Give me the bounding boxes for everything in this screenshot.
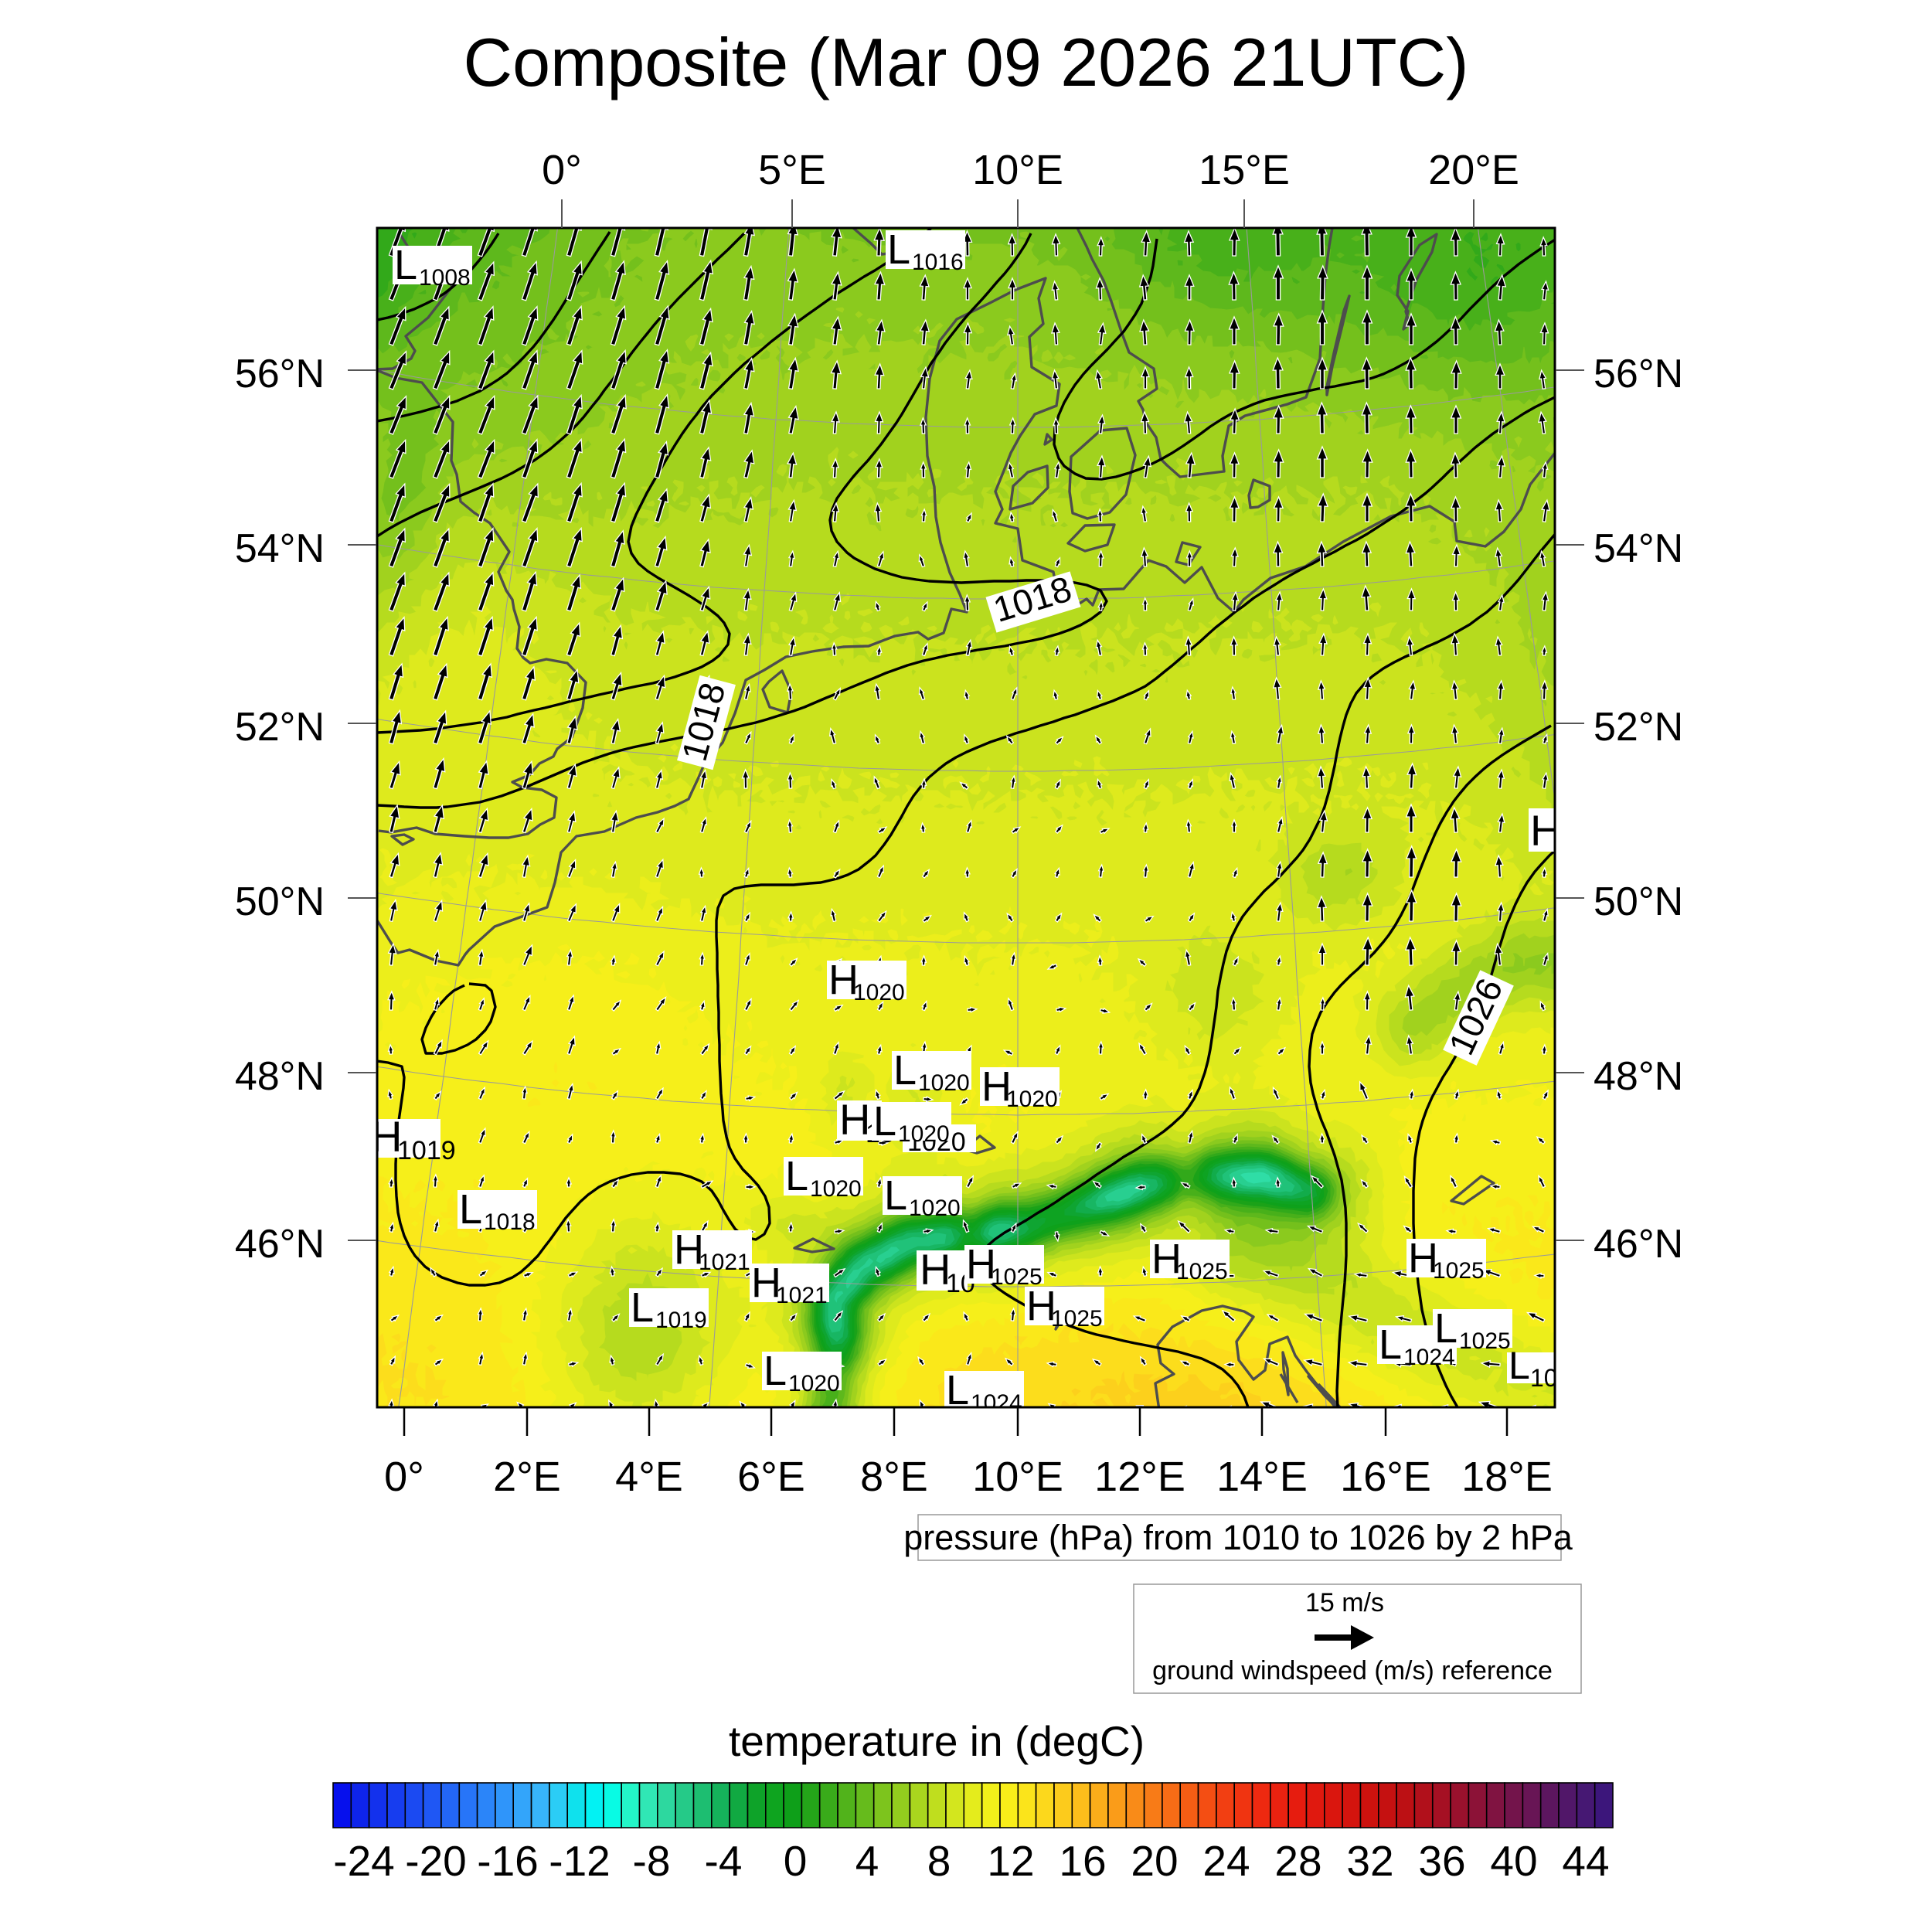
svg-text:28: 28 — [1274, 1837, 1321, 1885]
svg-text:16°E: 16°E — [1340, 1454, 1431, 1500]
svg-text:1020: 1020 — [788, 1371, 840, 1396]
svg-text:20: 20 — [1131, 1837, 1178, 1885]
svg-text:20°E: 20°E — [1428, 147, 1519, 193]
svg-text:1008: 1008 — [419, 265, 471, 291]
svg-text:18°E: 18°E — [1461, 1454, 1553, 1500]
svg-text:-24: -24 — [333, 1837, 395, 1885]
svg-text:10°E: 10°E — [972, 147, 1063, 193]
svg-text:48°N: 48°N — [1594, 1054, 1683, 1099]
svg-text:1020: 1020 — [1006, 1087, 1058, 1112]
svg-text:1024: 1024 — [1403, 1345, 1455, 1370]
svg-text:36: 36 — [1418, 1837, 1465, 1885]
svg-text:H: H — [981, 1063, 1012, 1110]
svg-text:H: H — [1151, 1236, 1182, 1282]
svg-text:56°N: 56°N — [235, 352, 325, 396]
svg-text:12°E: 12°E — [1094, 1454, 1185, 1500]
svg-text:L: L — [887, 226, 910, 273]
svg-text:0: 0 — [784, 1837, 808, 1885]
svg-text:L: L — [1434, 1305, 1458, 1352]
svg-text:52°N: 52°N — [1594, 705, 1683, 750]
svg-text:8°E: 8°E — [860, 1454, 928, 1500]
svg-text:L: L — [631, 1284, 654, 1331]
svg-text:H: H — [839, 1095, 870, 1144]
svg-text:1020: 1020 — [853, 980, 905, 1005]
svg-text:12: 12 — [987, 1837, 1034, 1885]
svg-text:46°N: 46°N — [235, 1222, 325, 1267]
svg-text:-4: -4 — [705, 1837, 743, 1885]
svg-text:1025: 1025 — [991, 1264, 1043, 1290]
svg-text:H: H — [1026, 1283, 1056, 1329]
svg-text:1020: 1020 — [810, 1176, 862, 1202]
svg-text:15°E: 15°E — [1199, 147, 1290, 193]
svg-text:50°N: 50°N — [1594, 879, 1683, 924]
svg-text:Composite (Mar 09 2026 21UTC): Composite (Mar 09 2026 21UTC) — [464, 24, 1469, 100]
svg-text:L: L — [946, 1367, 969, 1413]
svg-text:1020: 1020 — [909, 1196, 961, 1221]
svg-text:8: 8 — [927, 1837, 951, 1885]
svg-text:56°N: 56°N — [1594, 352, 1683, 396]
svg-text:6°E: 6°E — [737, 1454, 805, 1500]
svg-text:H: H — [828, 957, 859, 1003]
svg-text:pressure (hPa) from 1010 to 10: pressure (hPa) from 1010 to 1026 by 2 hP… — [903, 1518, 1573, 1557]
svg-text:H: H — [674, 1226, 704, 1273]
svg-text:temperature in (degC): temperature in (degC) — [729, 1717, 1145, 1765]
svg-text:46°N: 46°N — [1594, 1222, 1683, 1267]
svg-text:H: H — [1530, 806, 1561, 855]
svg-text:54°N: 54°N — [1594, 526, 1683, 571]
svg-text:1021: 1021 — [776, 1283, 828, 1308]
svg-text:L: L — [1509, 1344, 1530, 1387]
svg-text:16: 16 — [1059, 1837, 1106, 1885]
svg-text:5°E: 5°E — [758, 147, 826, 193]
svg-text:-16: -16 — [477, 1837, 539, 1885]
svg-text:1025: 1025 — [1051, 1306, 1103, 1332]
svg-text:102: 102 — [1530, 1364, 1571, 1392]
svg-text:48°N: 48°N — [235, 1054, 325, 1099]
svg-text:50°N: 50°N — [235, 879, 325, 924]
svg-text:32: 32 — [1346, 1837, 1393, 1885]
svg-text:54°N: 54°N — [235, 526, 325, 571]
svg-text:L: L — [785, 1153, 808, 1199]
svg-text:L: L — [1379, 1321, 1402, 1368]
svg-text:52°N: 52°N — [235, 705, 325, 750]
svg-text:H: H — [920, 1245, 951, 1294]
svg-text:14°E: 14°E — [1216, 1454, 1308, 1500]
svg-text:ground windspeed (m/s) referen: ground windspeed (m/s) reference — [1152, 1656, 1553, 1685]
svg-text:4°E: 4°E — [615, 1454, 683, 1500]
svg-text:1025: 1025 — [1459, 1328, 1511, 1354]
svg-text:1016: 1016 — [912, 250, 964, 275]
svg-text:0°: 0° — [384, 1454, 424, 1500]
svg-text:1020: 1020 — [898, 1121, 950, 1147]
svg-text:1020: 1020 — [918, 1070, 970, 1096]
svg-text:1021: 1021 — [699, 1250, 750, 1275]
svg-text:L: L — [764, 1348, 787, 1394]
svg-text:1024: 1024 — [971, 1390, 1022, 1416]
svg-text:2°E: 2°E — [493, 1454, 561, 1500]
svg-text:15 m/s: 15 m/s — [1305, 1588, 1384, 1617]
svg-text:-20: -20 — [405, 1837, 467, 1885]
svg-text:H: H — [966, 1241, 996, 1287]
svg-text:L: L — [893, 1047, 917, 1094]
svg-text:H: H — [371, 1112, 402, 1161]
svg-text:40: 40 — [1490, 1837, 1537, 1885]
svg-text:0°: 0° — [542, 147, 582, 193]
svg-text:-8: -8 — [633, 1837, 671, 1885]
svg-text:L: L — [873, 1098, 896, 1145]
svg-text:1018: 1018 — [484, 1209, 536, 1235]
svg-text:1025: 1025 — [1176, 1259, 1228, 1284]
svg-text:44: 44 — [1562, 1837, 1609, 1885]
svg-text:L: L — [459, 1186, 482, 1233]
svg-text:L: L — [394, 242, 417, 288]
svg-text:24: 24 — [1202, 1837, 1250, 1885]
svg-text:1025: 1025 — [1433, 1258, 1485, 1284]
svg-text:H: H — [751, 1260, 781, 1306]
svg-text:-12: -12 — [549, 1837, 611, 1885]
svg-text:1019: 1019 — [397, 1136, 456, 1165]
svg-text:4: 4 — [855, 1837, 879, 1885]
svg-text:L: L — [884, 1172, 907, 1219]
svg-text:1019: 1019 — [655, 1308, 707, 1333]
svg-text:H: H — [1408, 1235, 1438, 1281]
svg-text:10°E: 10°E — [972, 1454, 1063, 1500]
